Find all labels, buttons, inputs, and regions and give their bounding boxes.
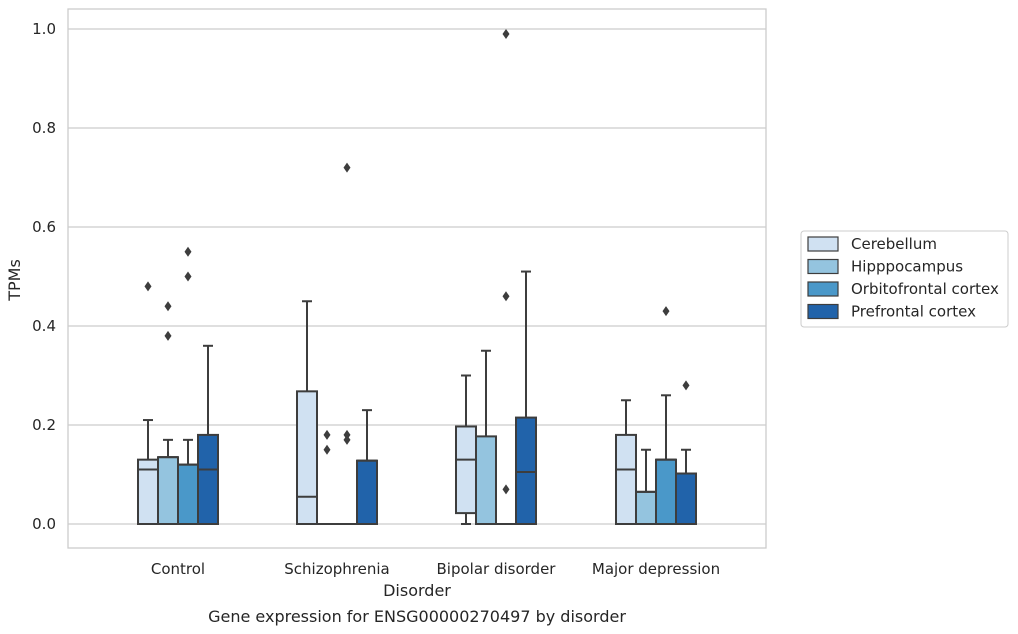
outlier-point xyxy=(164,301,172,312)
y-tick-label: 0.8 xyxy=(32,119,56,137)
x-tick-label: Bipolar disorder xyxy=(437,560,557,578)
outlier-point xyxy=(164,330,172,341)
y-axis-title: TPMs xyxy=(5,259,24,302)
box xyxy=(655,458,677,525)
outlier-point xyxy=(323,444,331,455)
y-tick-label: 0.4 xyxy=(32,317,56,335)
y-tick-label: 1.0 xyxy=(32,20,56,38)
legend-item: Cerebellum xyxy=(807,235,937,253)
legend-item: Hipppocampus xyxy=(807,258,963,276)
legend-item: Orbitofrontal cortex xyxy=(807,280,999,298)
outlier-point xyxy=(502,291,510,302)
box-series xyxy=(137,28,697,526)
legend: Cerebellum Hipppocampus Orbitofrontal cort… xyxy=(800,230,1009,328)
outlier-point xyxy=(144,281,152,292)
outlier-point xyxy=(184,246,192,257)
x-tick-label: Major depression xyxy=(592,560,720,578)
box-group xyxy=(337,162,357,525)
box-group xyxy=(615,399,637,525)
box-group xyxy=(655,306,677,525)
y-tick-label: 0.2 xyxy=(32,416,56,434)
y-tick-label: 0.6 xyxy=(32,218,56,236)
legend-swatch xyxy=(807,258,839,275)
x-tick-label: Control xyxy=(151,560,205,578)
y-axis-ticks: 0.0 0.2 0.4 0.6 0.8 1.0 xyxy=(32,20,56,533)
legend-swatch xyxy=(807,303,839,320)
box xyxy=(356,459,378,526)
outlier-point xyxy=(502,28,510,39)
legend-swatch xyxy=(807,281,839,297)
box-group xyxy=(317,429,337,525)
box-group xyxy=(515,270,537,526)
legend-frame xyxy=(800,230,1009,328)
box xyxy=(157,456,179,525)
legend-label: Hipppocampus xyxy=(851,258,963,276)
legend-label: Orbitofrontal cortex xyxy=(851,280,999,298)
box-group xyxy=(496,28,516,525)
y-tick-label: 0.0 xyxy=(32,515,56,533)
box xyxy=(455,425,477,515)
outlier-point xyxy=(343,434,351,445)
box-group xyxy=(356,409,378,526)
outlier-point xyxy=(323,429,331,440)
outlier-point xyxy=(682,380,690,391)
box-group xyxy=(296,300,318,525)
box-group xyxy=(675,380,697,526)
box-group xyxy=(475,349,497,526)
box xyxy=(615,433,637,525)
box-group xyxy=(177,246,199,526)
legend-swatch xyxy=(807,236,839,252)
x-tick-label: Schizophrenia xyxy=(284,560,389,578)
box xyxy=(475,435,497,526)
x-axis-title: Disorder xyxy=(383,581,451,600)
box xyxy=(675,472,697,526)
x-axis-ticks: Control Schizophrenia Bipolar disorder Majo… xyxy=(151,560,720,578)
legend-label: Prefrontal cortex xyxy=(851,303,976,321)
chart-caption: Gene expression for ENSG00000270497 by d… xyxy=(208,607,626,626)
box xyxy=(177,463,199,526)
outlier-point xyxy=(343,162,351,173)
box xyxy=(515,416,537,526)
box xyxy=(296,390,318,525)
plot-frame xyxy=(67,8,767,549)
legend-label: Cerebellum xyxy=(851,235,937,253)
legend-item: Prefrontal cortex xyxy=(807,303,976,321)
box xyxy=(197,433,219,525)
outlier-point xyxy=(184,271,192,282)
outlier-point xyxy=(662,306,670,317)
box xyxy=(635,490,657,526)
box-group xyxy=(197,344,219,525)
outlier-point xyxy=(502,484,510,495)
